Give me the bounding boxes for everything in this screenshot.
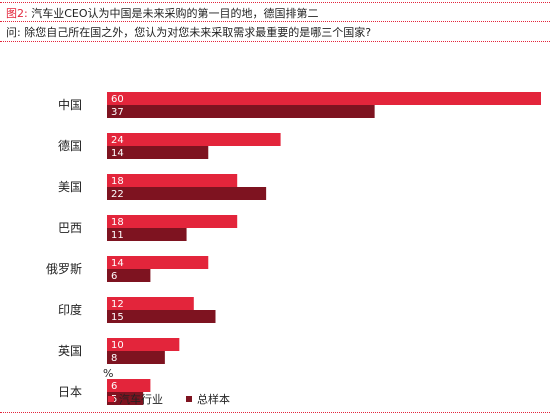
data-label: 18 bbox=[111, 176, 124, 187]
bar-total-sample bbox=[107, 351, 165, 364]
data-label: 10 bbox=[111, 340, 124, 351]
bar-auto-industry bbox=[107, 215, 238, 228]
title-divider bbox=[0, 21, 550, 22]
data-label: 6 bbox=[111, 271, 117, 282]
bar-total-sample bbox=[107, 187, 267, 200]
bar-auto-industry bbox=[107, 297, 194, 310]
bar-auto-industry bbox=[107, 174, 238, 187]
data-label: 11 bbox=[111, 230, 124, 241]
bar-auto-industry bbox=[107, 256, 209, 269]
category-label: 德国 bbox=[58, 138, 82, 153]
data-label: 5 bbox=[111, 394, 117, 405]
bar-auto-industry bbox=[107, 338, 180, 351]
legend-swatch-total bbox=[186, 396, 192, 402]
bar-total-sample bbox=[107, 105, 375, 118]
bottom-divider bbox=[0, 412, 550, 413]
category-label: 印度 bbox=[58, 302, 82, 317]
bar-total-sample bbox=[107, 392, 144, 405]
category-label: 日本 bbox=[58, 385, 82, 399]
category-label: 美国 bbox=[58, 180, 82, 194]
bar-auto-industry bbox=[107, 379, 151, 392]
bar-auto-industry bbox=[107, 133, 281, 146]
legend-label: 总样本 bbox=[197, 392, 230, 406]
header-divider bbox=[0, 41, 550, 42]
data-label: 12 bbox=[111, 299, 124, 310]
data-label: 22 bbox=[111, 189, 124, 200]
data-label: 18 bbox=[111, 217, 124, 228]
data-label: 37 bbox=[111, 107, 124, 118]
data-label: 8 bbox=[111, 353, 117, 364]
data-label: 14 bbox=[111, 148, 124, 159]
bar-auto-industry bbox=[107, 92, 541, 105]
survey-question: 问: 除您自己所在国之外，您认为对您未来采取需求最重要的是哪三个国家? bbox=[6, 26, 372, 39]
top-divider bbox=[0, 2, 550, 3]
category-label: 巴西 bbox=[58, 221, 82, 235]
data-label: 14 bbox=[111, 258, 124, 269]
figure-title-text: 汽车业CEO认为中国是未来采购的第一目的地，德国排第二 bbox=[31, 7, 319, 20]
category-label: 中国 bbox=[58, 97, 82, 112]
legend-swatch-auto bbox=[108, 396, 114, 402]
data-label: 24 bbox=[111, 135, 124, 146]
unit-label: % bbox=[103, 367, 113, 380]
category-label: 英国 bbox=[58, 344, 82, 358]
data-label: 6 bbox=[111, 381, 117, 392]
data-label: 15 bbox=[111, 312, 124, 323]
bar-total-sample bbox=[107, 269, 151, 282]
legend-label: 汽车行业 bbox=[119, 392, 163, 406]
bar-total-sample bbox=[107, 228, 187, 241]
figure-title: 图2: 汽车业CEO认为中国是未来采购的第一目的地，德国排第二 bbox=[6, 5, 319, 21]
data-label: 60 bbox=[111, 94, 124, 105]
category-label: 俄罗斯 bbox=[46, 262, 82, 276]
bar-total-sample bbox=[107, 310, 216, 323]
figure-label: 图2: bbox=[6, 7, 28, 20]
bar-total-sample bbox=[107, 146, 209, 159]
